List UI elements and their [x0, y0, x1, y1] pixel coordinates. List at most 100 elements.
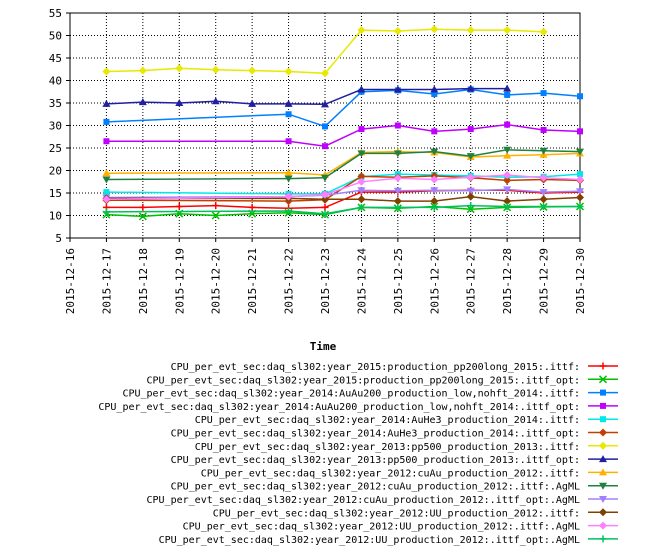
y-tick-label: 25	[49, 142, 62, 155]
legend-label: CPU_per_evt_sec:daq_sl302:year_2012:UU_p…	[213, 508, 580, 519]
data-point	[503, 84, 512, 92]
data-point	[321, 210, 329, 218]
data-point	[102, 195, 111, 204]
x-tick-label: 2015-12-16	[64, 248, 77, 314]
data-point	[248, 203, 256, 211]
data-point	[103, 189, 110, 196]
data-point	[357, 177, 366, 186]
legend-label: CPU_per_evt_sec:daq_sl302:year_2015:prod…	[147, 375, 580, 386]
data-point	[357, 195, 366, 204]
data-point	[430, 197, 439, 206]
legend-swatch-marker	[599, 468, 607, 476]
data-point	[211, 211, 220, 220]
data-point	[430, 203, 438, 211]
legend-label: CPU_per_evt_sec:daq_sl302:year_2012:cuAu…	[171, 482, 580, 493]
data-point	[503, 26, 512, 35]
data-point	[322, 143, 328, 150]
data-point	[539, 173, 548, 182]
data-point	[394, 203, 402, 211]
data-point	[284, 175, 293, 183]
series-4	[103, 121, 583, 150]
data-point	[284, 99, 293, 107]
data-point	[103, 138, 110, 145]
x-tick-label: 2015-12-19	[173, 248, 186, 314]
data-point	[431, 128, 438, 135]
x-axis-title: Time	[310, 340, 337, 353]
data-point	[102, 67, 111, 76]
legend-swatch-marker	[599, 428, 607, 437]
data-point	[539, 195, 548, 204]
data-point	[393, 27, 402, 35]
legend-swatch-marker	[600, 389, 606, 396]
legend-label: CPU_per_evt_sec:daq_sl302:year_2012:cuAu…	[201, 468, 580, 479]
legend-label: CPU_per_evt_sec:daq_sl302:year_2012:UU_p…	[159, 535, 580, 546]
data-point	[430, 25, 439, 34]
data-point	[577, 93, 583, 100]
x-tick-label: 2015-12-18	[137, 248, 150, 314]
legend-label: CPU_per_evt_sec:daq_sl302:year_2012:UU_p…	[183, 522, 580, 533]
legend-entry: CPU_per_evt_sec:daq_sl302:year_2014:AuAu…	[98, 402, 618, 413]
data-point	[539, 189, 548, 197]
legend-label: CPU_per_evt_sec:daq_sl302:year_2014:AuAu…	[122, 389, 580, 400]
x-tick-label: 2015-12-21	[246, 248, 259, 314]
data-point	[393, 85, 402, 93]
data-point	[466, 153, 475, 161]
series-line	[106, 123, 581, 147]
data-point	[503, 146, 512, 154]
legend-swatch-marker	[599, 496, 607, 503]
legend-swatch-marker	[600, 402, 606, 409]
y-tick-label: 50	[49, 30, 62, 43]
y-tick-label: 35	[49, 97, 62, 110]
data-point	[322, 123, 328, 130]
data-point	[430, 187, 439, 195]
series-line	[106, 174, 581, 201]
data-point	[284, 67, 293, 76]
data-point	[466, 192, 475, 201]
data-point	[503, 203, 511, 210]
data-point	[138, 66, 147, 75]
data-point	[102, 208, 110, 216]
series-line	[106, 195, 581, 202]
legend-entry: CPU_per_evt_sec:daq_sl302:year_2012:cuAu…	[171, 482, 618, 493]
legend-entry: CPU_per_evt_sec:daq_sl302:year_2015:prod…	[147, 375, 618, 386]
data-point	[503, 171, 512, 179]
y-tick-label: 45	[49, 52, 62, 65]
legend-entry: CPU_per_evt_sec:daq_sl302:year_2013:pp50…	[171, 455, 618, 466]
data-point	[540, 127, 547, 133]
x-tick-label: 2015-12-30	[574, 248, 587, 314]
x-tick-label: 2015-12-26	[428, 248, 441, 314]
data-point	[103, 118, 110, 125]
data-point	[503, 176, 512, 185]
legend-entry: CPU_per_evt_sec:daq_sl302:year_2015:prod…	[171, 362, 618, 373]
data-point	[357, 172, 366, 181]
data-point	[430, 85, 439, 93]
legend-swatch-marker	[599, 362, 607, 370]
series-line	[106, 149, 581, 181]
data-point	[102, 99, 111, 107]
legend-entry: CPU_per_evt_sec:daq_sl302:year_2012:UU_p…	[213, 508, 618, 519]
y-tick-label: 20	[49, 165, 62, 178]
data-point	[138, 98, 147, 106]
series-13	[102, 171, 584, 204]
series-line	[106, 204, 580, 215]
legend-label: CPU_per_evt_sec:daq_sl302:year_2012:cuAu…	[147, 495, 580, 506]
data-point	[102, 176, 111, 184]
legend-label: CPU_per_evt_sec:daq_sl302:year_2013:pp50…	[195, 442, 580, 453]
legend-swatch-marker	[598, 375, 608, 384]
data-point	[321, 190, 329, 199]
data-point	[175, 99, 184, 106]
series-line	[106, 175, 581, 202]
data-point	[321, 69, 329, 78]
legend-swatch-marker	[599, 535, 607, 543]
data-point	[503, 186, 512, 194]
legend-swatch-marker	[599, 455, 607, 463]
series-10	[102, 146, 584, 184]
data-point	[503, 197, 512, 206]
x-tick-label: 2015-12-22	[283, 248, 296, 314]
data-point	[540, 203, 548, 210]
data-point	[285, 207, 293, 215]
legend-swatch-marker	[599, 508, 607, 517]
legend-label: CPU_per_evt_sec:daq_sl302:year_2014:AuHe…	[171, 429, 580, 440]
data-point	[466, 84, 475, 92]
